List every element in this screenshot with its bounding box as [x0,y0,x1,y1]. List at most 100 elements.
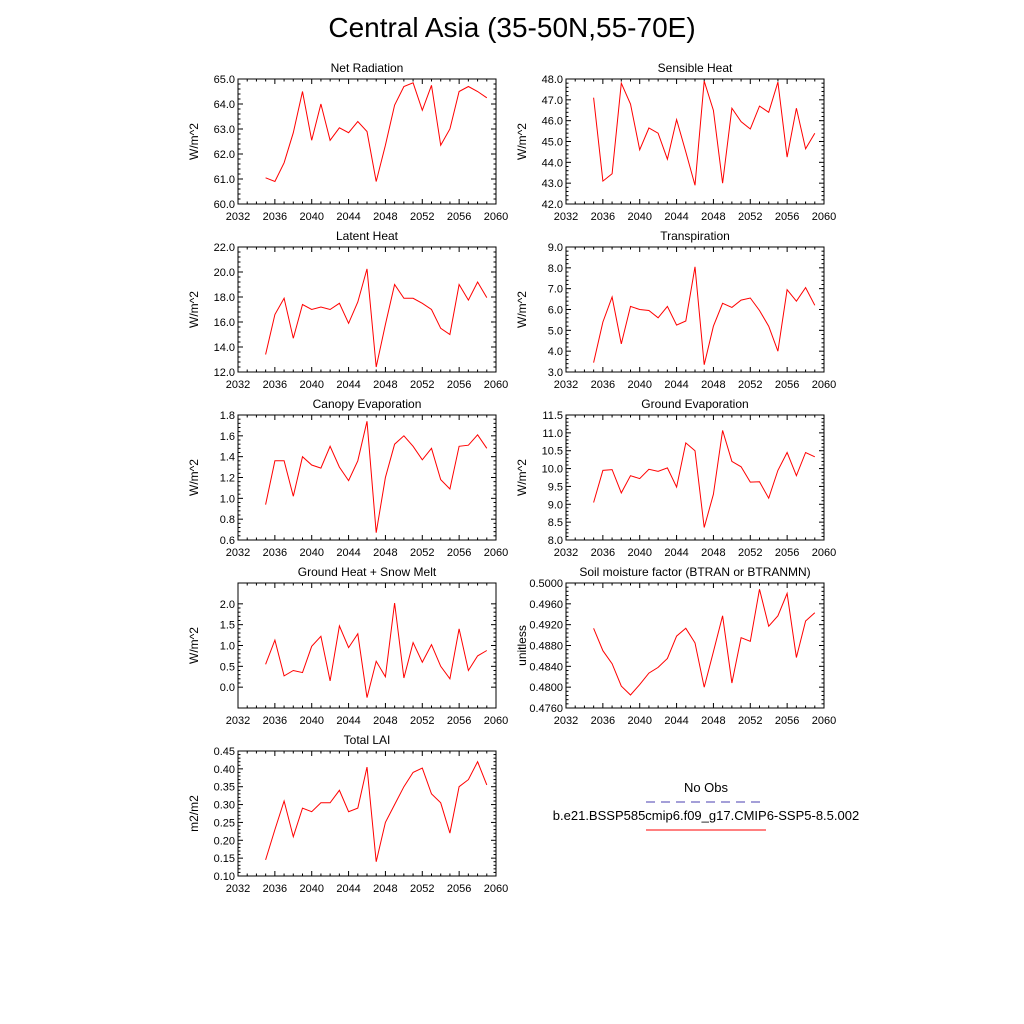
x-tick-label: 2048 [373,379,397,391]
y-tick-label: 48.0 [542,74,563,86]
y-tick-label: 9.5 [548,481,563,493]
y-tick-label: 3.0 [548,367,563,379]
y-axis-label: W/m^2 [187,459,201,496]
x-tick-label: 2048 [701,211,725,223]
y-tick-label: 7.0 [548,284,563,296]
x-tick-label: 2048 [373,715,397,727]
series-line [265,82,488,183]
x-tick-label: 2032 [226,715,250,727]
x-tick-label: 2032 [226,883,250,895]
y-tick-label: 0.30 [214,800,235,812]
y-tick-label: 10.5 [542,446,563,458]
page-title: Central Asia (35-50N,55-70E) [328,12,696,43]
y-tick-label: 46.0 [542,116,563,128]
y-tick-label: 64.0 [214,99,235,111]
y-tick-label: 62.0 [214,149,235,161]
series-line [593,430,816,528]
x-tick-label: 2048 [701,715,725,727]
x-tick-label: 2060 [484,211,508,223]
y-tick-label: 9.0 [548,242,563,254]
y-tick-label: 0.8 [220,514,235,526]
y-tick-label: 0.5 [220,661,235,673]
x-tick-label: 2052 [738,547,762,559]
x-tick-label: 2048 [373,211,397,223]
y-axis-label: W/m^2 [187,291,201,328]
legend: No Obs b.e21.BSSP585cmip6.f09_g17.CMIP6-S… [553,780,859,831]
panel-title: Latent Heat [336,229,399,243]
plot-frame [565,582,825,709]
chart-panel: Soil moisture factor (BTRAN or BTRANMN) 2… [515,565,836,727]
x-tick-label: 2052 [410,379,434,391]
x-tick-label: 2040 [627,379,651,391]
y-tick-label: 1.2 [220,473,235,485]
y-tick-label: 45.0 [542,137,563,149]
chart-panel: Canopy Evaporation 2032 2036 2040 2044 2048 20… [187,397,508,559]
x-tick-label: 2060 [484,379,508,391]
panel-title: Canopy Evaporation [313,397,422,411]
y-tick-label: 0.4920 [529,620,563,632]
y-axis-label: W/m^2 [187,123,201,160]
panel-title: Ground Evaporation [641,397,748,411]
x-tick-label: 2036 [263,715,287,727]
x-tick-label: 2052 [410,547,434,559]
x-tick-label: 2056 [775,211,799,223]
y-tick-label: 9.0 [548,499,563,511]
legend-obs-label: No Obs [684,780,729,795]
x-tick-label: 2040 [299,883,323,895]
x-tick-label: 2048 [701,379,725,391]
x-tick-label: 2040 [299,715,323,727]
y-tick-label: 5.0 [548,325,563,337]
x-tick-label: 2060 [812,547,836,559]
y-tick-label: 0.45 [214,746,235,758]
y-tick-label: 0.10 [214,871,235,883]
y-tick-label: 0.20 [214,835,235,847]
x-tick-label: 2052 [410,211,434,223]
panel-title: Total LAI [344,733,391,747]
y-tick-label: 0.4880 [529,641,563,653]
panel-title: Sensible Heat [658,61,733,75]
x-tick-label: 2044 [664,211,688,223]
x-tick-label: 2032 [554,379,578,391]
y-tick-label: 0.25 [214,817,235,829]
y-tick-label: 8.0 [548,263,563,275]
x-tick-label: 2048 [373,883,397,895]
y-tick-label: 2.0 [220,599,235,611]
series-line [593,80,816,186]
y-axis-label: m2/m2 [187,795,201,832]
x-tick-label: 2056 [775,715,799,727]
x-tick-label: 2032 [554,547,578,559]
y-tick-label: 8.5 [548,517,563,529]
plot-frame [565,246,825,373]
y-tick-label: 42.0 [542,199,563,211]
panel-title: Soil moisture factor (BTRAN or BTRANMN) [579,565,810,579]
x-tick-label: 2044 [336,379,360,391]
y-tick-label: 6.0 [548,305,563,317]
x-tick-label: 2036 [263,211,287,223]
x-tick-label: 2032 [554,211,578,223]
x-tick-label: 2056 [775,379,799,391]
y-tick-label: 0.0 [220,682,235,694]
x-tick-label: 2056 [775,547,799,559]
chart-panel: Ground Heat + Snow Melt 2032 2036 2040 2044 2… [187,565,508,727]
y-tick-label: 0.40 [214,764,235,776]
y-tick-label: 1.5 [220,620,235,632]
x-tick-label: 2040 [299,379,323,391]
x-tick-label: 2052 [410,715,434,727]
x-tick-label: 2040 [299,547,323,559]
chart-panel: Latent Heat 2032 2036 2040 2044 2048 2052 2056 2… [187,229,508,391]
y-axis-label: W/m^2 [187,627,201,664]
y-tick-label: 61.0 [214,174,235,186]
y-tick-label: 0.6 [220,535,235,547]
x-tick-label: 2060 [484,883,508,895]
y-tick-label: 1.0 [220,493,235,505]
plot-frame [237,246,497,373]
x-tick-label: 2052 [738,379,762,391]
y-tick-label: 1.4 [220,452,235,464]
y-tick-label: 0.15 [214,853,235,865]
x-tick-label: 2044 [336,211,360,223]
x-tick-label: 2060 [812,715,836,727]
panel-title: Net Radiation [331,61,404,75]
x-tick-label: 2036 [263,883,287,895]
y-tick-label: 43.0 [542,178,563,190]
x-tick-label: 2052 [738,211,762,223]
